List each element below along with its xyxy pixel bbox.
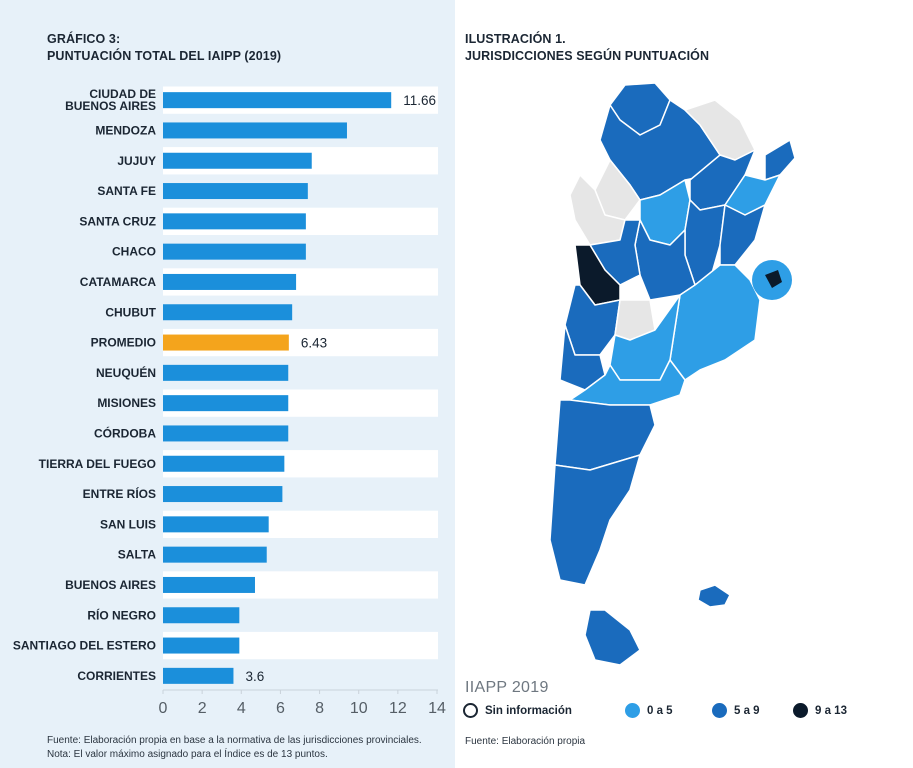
category-label: NEUQUÉN [96,365,156,380]
category-label-line: CIUDAD DE [89,87,156,101]
bar [163,364,289,381]
bar-promedio [163,334,289,351]
bar [163,607,240,624]
legend-label: 9 a 13 [815,704,847,717]
bar [163,152,312,169]
bar [163,92,392,109]
chart-title: GRÁFICO 3: PUNTUACIÓN TOTAL DEL IAIPP (2… [47,31,281,65]
x-tick-label: 12 [389,700,407,717]
map-province-santa-cruz [549,454,641,586]
x-tick-label: 2 [198,700,207,717]
map-province-misiones [764,139,796,181]
category-label-line: BUENOS AIRES [65,99,156,113]
bar [163,183,308,200]
category-label: SANTA FE [97,184,156,198]
x-tick-label: 0 [159,700,168,717]
category-label: CHACO [112,245,156,259]
bar [163,273,297,290]
bar [163,546,267,563]
value-label: 3.6 [245,669,264,684]
map-province-chubut [554,399,656,471]
x-tick-label: 10 [350,700,368,717]
bar [163,516,269,533]
legend-dot-icon [625,703,640,718]
map-title-line2: JURISDICCIONES SEGÚN PUNTUACIÓN [465,49,710,63]
bar [163,455,285,472]
category-label: JUJUY [117,154,156,168]
map-watermark: IIAPP 2019 [465,679,549,696]
x-tick-label: 14 [428,700,446,717]
bar [163,304,293,321]
legend-dot-icon [463,703,478,718]
map-islas-malvinas [697,584,731,608]
category-label: MISIONES [97,396,156,410]
category-label: CÓRDOBA [94,425,156,440]
legend-label: 0 a 5 [647,704,673,717]
category-label: CORRIENTES [77,669,156,683]
category-label: SALTA [118,548,157,562]
bar [163,576,255,593]
bar [163,395,289,412]
category-label: PROMEDIO [91,336,156,350]
legend-item-0-a-5: 0 a 5 [625,703,673,718]
category-label: CIUDAD DE BUENOS AIRES [65,87,156,113]
bar [163,637,240,654]
chart-title-line1: GRÁFICO 3: [47,32,121,46]
legend-dot-icon [793,703,808,718]
category-label: CATAMARCA [80,275,157,289]
bar [163,486,283,503]
category-label: ENTRE RÍOS [83,486,156,501]
map-province-entre-rios [719,204,766,266]
category-label: RÍO NEGRO [87,607,156,622]
legend-label: Sin información [485,704,572,717]
legend-item-sin-informacion: Sin información [463,703,572,718]
map-title-line1: ILUSTRACIÓN 1. [465,32,566,46]
bar [163,122,347,139]
x-tick-label: 6 [276,700,285,717]
legend-dot-icon [712,703,727,718]
bar [163,213,306,230]
map-footnote-source: Fuente: Elaboración propia [465,736,586,747]
category-label: SANTIAGO DEL ESTERO [13,639,156,653]
value-label: 11.66 [403,93,436,108]
legend-item-5-a-9: 5 a 9 [712,703,760,718]
category-label: SANTA CRUZ [79,214,156,228]
chart-footnote-note: Nota: El valor máximo asignado para el Í… [47,749,328,760]
bar [163,667,234,684]
chart-title-line2: PUNTUACIÓN TOTAL DEL IAIPP (2019) [47,49,282,63]
category-label: CHUBUT [105,305,156,319]
bar [163,243,306,260]
map-caba-inset [765,270,782,288]
chart-footnote-source: Fuente: Elaboración propia en base a la … [47,735,422,746]
argentina-map [549,82,796,666]
category-label: SAN LUIS [100,517,156,531]
legend-label: 5 a 9 [734,704,760,717]
x-tick-label: 4 [237,700,246,717]
legend-item-9-a-13: 9 a 13 [793,703,847,718]
category-label: BUENOS AIRES [65,578,156,592]
map-province-tierra-del-fuego [584,609,641,666]
map-title: ILUSTRACIÓN 1. JURISDICCIONES SEGÚN PUNT… [465,31,709,65]
x-tick-label: 8 [315,700,324,717]
value-label: 6.43 [301,336,327,351]
bar [163,425,289,442]
category-label: MENDOZA [95,123,156,137]
category-label: TIERRA DEL FUEGO [39,457,156,471]
